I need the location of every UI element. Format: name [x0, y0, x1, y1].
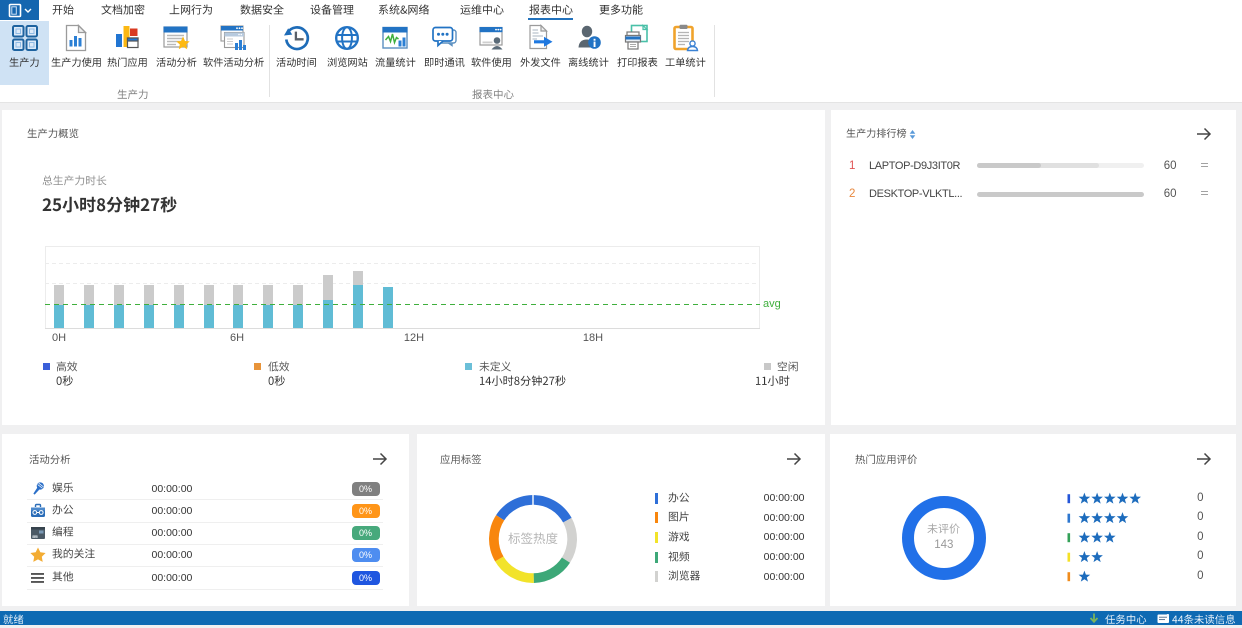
svg-text:CLI: CLI: [33, 535, 37, 539]
